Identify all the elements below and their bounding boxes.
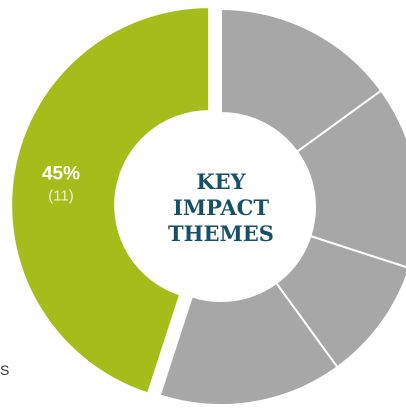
center-title-line-2: THEMES <box>168 221 274 246</box>
slice-1 <box>220 7 383 154</box>
center-title-line-0: KEY <box>196 169 246 194</box>
center-title-line-1: IMPACT <box>173 195 269 220</box>
slice-0-count-label: (11) <box>48 188 74 205</box>
slice-0 <box>10 6 211 395</box>
page-fragment-text: S <box>0 362 10 378</box>
slice-4 <box>158 281 339 406</box>
slice-0-percent-label: 45% <box>42 164 80 185</box>
slice-group <box>10 6 406 406</box>
label-group: 45% (11) <box>42 164 80 205</box>
